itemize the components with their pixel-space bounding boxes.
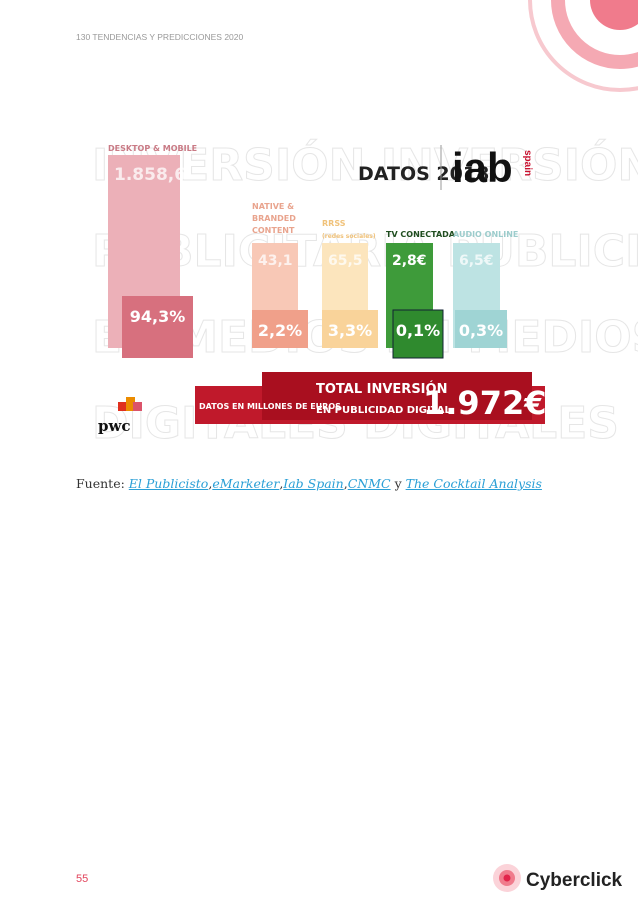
share-box: [122, 296, 193, 358]
pwc-mark: [126, 397, 135, 411]
share-box: [322, 310, 378, 348]
share-box: [392, 309, 444, 359]
segment-amount: 6,5€: [459, 253, 494, 269]
segment-amount: 43,1: [258, 253, 293, 269]
segment-label: AUDIO ONLINE: [453, 230, 518, 239]
source-separator: ,: [343, 476, 348, 491]
segment-label: CONTENT: [252, 226, 295, 235]
source-link[interactable]: El Publicisto: [128, 476, 209, 491]
source-conjunction: y: [394, 476, 402, 491]
segment-amount: 65,5: [328, 253, 363, 269]
share-box: [455, 310, 507, 348]
source-link[interactable]: eMarketer: [212, 476, 280, 491]
page-number: 55: [76, 873, 88, 885]
source-link[interactable]: CNMC: [347, 476, 391, 491]
pwc-mark: [118, 402, 127, 411]
brand-name: Cyberclick: [526, 870, 623, 891]
segment-label: (redes sociales): [322, 233, 376, 240]
total-label: TOTAL INVERSIÓN: [316, 381, 447, 397]
iab-sub: spain: [522, 150, 533, 176]
segment-label: DESKTOP & MOBILE: [108, 144, 197, 153]
total-label: EN PUBLICIDAD DIGITAL: [316, 405, 451, 416]
units-note: DATOS EN MILLONES DE EUROS: [199, 402, 341, 411]
share-box: [252, 310, 308, 348]
segment-share: 0,1%: [396, 321, 440, 340]
background-line: INVERSIÓN INVERSIÓN: [92, 138, 638, 191]
source-link[interactable]: The Cocktail Analysis: [405, 476, 542, 491]
segment-label: BRANDED: [252, 214, 296, 223]
pwc-mark: [133, 402, 142, 411]
source-separator: ,: [208, 476, 213, 491]
total-value: 1.972€: [423, 384, 546, 422]
segment-share: 0,3%: [459, 321, 503, 340]
segment-share: 2,2%: [258, 321, 302, 340]
segment-label: TV CONECTADA: [386, 230, 456, 239]
brand-icon: [503, 874, 511, 882]
segments: DESKTOP & MOBILE 1.858,6 94,3% NATIVE & BRAN…: [108, 144, 518, 359]
segment-label: NATIVE &: [252, 202, 294, 211]
infographic-title: DATOS 2018: [358, 163, 489, 185]
source-link[interactable]: Iab Spain: [283, 476, 344, 491]
segment-amount: 1.858,6: [114, 165, 186, 185]
source-line: Fuente: El Publicisto,eMarketer,Iab Spai…: [76, 476, 542, 491]
segment-amount: 2,8€: [392, 253, 427, 269]
header-title: 130 TENDENCIAS Y PREDICCIONES 2020: [76, 32, 244, 42]
segment-share: 94,3%: [130, 307, 186, 326]
iab-logo: iab: [452, 144, 513, 191]
source-prefix: Fuente:: [76, 476, 125, 491]
segment-label: RRSS: [322, 219, 346, 228]
segment-share: 3,3%: [328, 321, 372, 340]
decor-circles: [528, 0, 638, 92]
pwc-logo: pwc: [98, 417, 131, 435]
total-box: [262, 372, 532, 420]
source-separator: ,: [279, 476, 284, 491]
